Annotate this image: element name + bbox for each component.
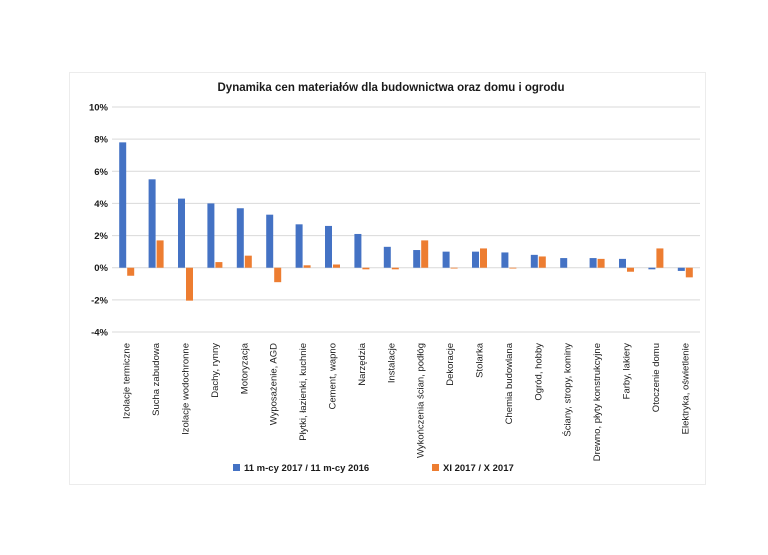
x-tick-label: Dekoracje (445, 343, 456, 386)
bar-series-1 (383, 246, 391, 268)
bar-series-2 (450, 267, 458, 269)
bar-series-2 (333, 264, 340, 268)
y-tick-label: 6% (94, 167, 108, 178)
x-tick-label: Płytki, łazienki, kuchnie (298, 343, 309, 441)
x-tick-label: Cement, wapno (328, 343, 339, 410)
bar-series-1 (119, 142, 127, 268)
y-axis-ticks: -4% -2% 0% 2% 4% 6% 8% 10% (89, 103, 109, 339)
chart-title: Dynamika cen materiałów dla budownictwa … (218, 82, 565, 94)
x-tick-label: Dachy, rynny (210, 343, 221, 398)
legend: 11 m-cy 2017 / 11 m-cy 2016 XI 2017 / X 2… (233, 463, 514, 474)
bar-series-1 (472, 251, 479, 268)
x-tick-label: Drewno, płyty konstrukcyjne (592, 343, 603, 461)
grid-lines (112, 106, 700, 333)
bar-series-2 (186, 267, 193, 301)
x-tick-label: Instalacje (386, 343, 397, 383)
bar-series-1 (236, 208, 244, 268)
bar-series-2 (509, 267, 517, 269)
x-tick-label: Wyposażenie, AGD (269, 343, 280, 425)
legend-swatch (233, 464, 240, 471)
legend-label: XI 2017 / X 2017 (443, 463, 514, 474)
bar-series-2 (685, 267, 693, 278)
bar-series-2 (391, 267, 399, 270)
bars (119, 142, 693, 301)
x-tick-label: Izolacje termiczne (122, 343, 133, 419)
bar-chart: Dynamika cen materiałów dla budownictwa … (89, 82, 700, 474)
bar-series-2 (538, 256, 546, 268)
bar-series-2 (156, 240, 164, 268)
x-tick-label: Wykończenia ścian, podłóg (416, 343, 427, 458)
bar-series-1 (648, 267, 656, 270)
x-tick-label: Ściany, stropy, kominy (562, 343, 574, 437)
x-tick-label: Sucha zabudowa (151, 342, 162, 416)
bar-series-2 (421, 240, 429, 268)
legend-swatch (432, 464, 439, 471)
x-tick-label: Farby, lakiery (622, 343, 633, 400)
x-tick-label: Izolacje wodochronne (181, 343, 192, 435)
y-tick-label: -4% (91, 328, 108, 339)
x-tick-label: Ogród, hobby (533, 343, 544, 401)
x-tick-label: Stolarka (475, 342, 486, 378)
bar-series-1 (560, 258, 568, 268)
bar-series-2 (215, 262, 223, 268)
bar-series-2 (597, 258, 605, 268)
bar-series-1 (178, 198, 185, 268)
y-tick-label: 0% (94, 263, 108, 274)
bar-series-1 (442, 251, 450, 268)
bar-series-2 (656, 248, 664, 268)
bar-series-2 (303, 265, 311, 268)
x-tick-label: Otoczenie domu (651, 343, 662, 412)
y-tick-label: 10% (89, 103, 109, 114)
y-tick-label: -2% (91, 295, 108, 306)
y-tick-label: 8% (94, 135, 108, 146)
bar-series-1 (207, 203, 215, 268)
bar-series-1 (530, 254, 538, 268)
bar-series-2 (127, 267, 135, 276)
bar-series-1 (295, 224, 303, 268)
bar-series-1 (501, 252, 509, 268)
bar-series-1 (354, 233, 362, 268)
bar-series-1 (619, 258, 626, 268)
bar-series-1 (266, 214, 274, 268)
legend-label: 11 m-cy 2017 / 11 m-cy 2016 (244, 463, 369, 474)
bar-series-2 (627, 267, 634, 272)
x-axis-ticks: Izolacje termiczne Sucha zabudowa Izolacje… (122, 342, 692, 461)
x-tick-label: Motoryzacja (239, 342, 250, 394)
y-tick-label: 2% (94, 231, 108, 242)
bar-series-1 (589, 258, 597, 268)
bar-series-1 (677, 267, 685, 271)
bar-series-1 (325, 225, 332, 268)
bar-series-2 (244, 255, 252, 268)
y-tick-label: 4% (94, 199, 108, 210)
bar-series-2 (480, 248, 487, 268)
x-tick-label: Elektryka, oświetlenie (680, 343, 691, 434)
bar-series-1 (413, 250, 421, 268)
x-tick-label: Chemia budowlana (504, 342, 515, 424)
x-tick-label: Narzędzia (357, 342, 368, 385)
bar-series-2 (362, 267, 370, 270)
bar-series-2 (274, 267, 282, 283)
bar-series-1 (148, 179, 156, 268)
chart-frame: Dynamika cen materiałów dla budownictwa … (69, 72, 706, 485)
